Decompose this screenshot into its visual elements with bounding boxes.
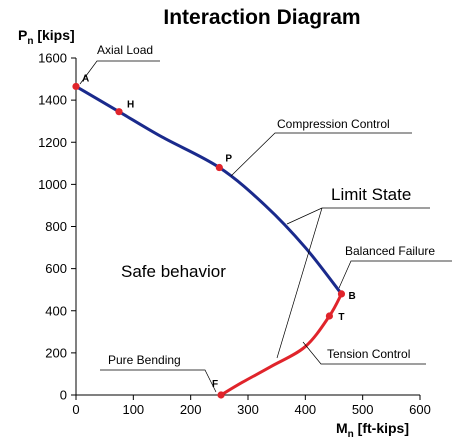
x-axis-title: Mn [ft-kips] [336,420,409,440]
point-t-label: T [338,312,344,323]
x-axis-title-unit: [ft-kips] [354,420,409,436]
compression-control-leader [230,132,412,177]
axial-load-label: Axial Load [97,43,153,57]
balanced-failure-label: Balanced Failure [345,244,435,258]
point-h-marker [115,108,123,116]
point-h-label: H [127,100,134,111]
y-axis-title-sub: n [27,36,33,47]
point-p-label: P [225,154,232,165]
axial-load-leader [79,60,160,85]
limit-state-label: Limit State [331,185,411,204]
y-tick-label: 1200 [38,135,67,150]
pure-bending-leader [100,369,217,393]
balanced-failure-leader [338,260,452,289]
x-tick-label: 300 [237,402,259,417]
x-tick-label: 0 [72,402,79,417]
safe-behavior-label: Safe behavior [121,262,226,281]
x-tick-label: 500 [352,402,374,417]
point-t-marker [325,312,334,320]
y-tick-label: 1600 [38,51,67,66]
y-tick-label: 600 [45,261,67,276]
axis-ticks: 0 100 200 300 400 500 600 0 200 400 600 800 1000 1200… [38,51,431,418]
pure-bending-label: Pure Bending [108,353,181,367]
point-b-marker [337,290,346,298]
point-f-label: F [212,379,218,390]
point-b-label: B [348,291,355,302]
point-a-label: A [82,73,89,84]
annotation-leaders [79,60,452,393]
point-a-marker [72,82,80,91]
limit-state-leader-lower [276,207,323,359]
x-tick-label: 100 [122,402,144,417]
y-tick-label: 400 [45,303,67,318]
x-axis-title-sub: n [348,429,354,440]
y-axis-title: Pn [kips] [18,27,75,47]
limit-state-leader-upper [286,207,430,225]
y-axis-title-unit: [kips] [33,27,74,43]
point-f-marker [217,391,225,399]
tension-control-label: Tension Control [327,347,410,361]
y-tick-label: 800 [45,219,67,234]
x-tick-label: 200 [180,402,202,417]
point-p-marker [215,163,223,172]
y-tick-label: 200 [45,345,67,360]
y-tick-label: 1000 [38,177,67,192]
y-axis-title-main: P [18,27,27,43]
points-layer: A H P BT F [72,73,356,399]
tension-control-leader [302,341,426,365]
chart-title: Interaction Diagram [163,6,360,29]
x-tick-label: 400 [294,402,316,417]
x-tick-label: 600 [409,402,431,417]
y-tick-label: 0 [60,388,67,403]
y-tick-label: 1400 [38,93,67,108]
x-axis-title-main: M [336,420,348,436]
compression-control-label: Compression Control [277,117,390,131]
